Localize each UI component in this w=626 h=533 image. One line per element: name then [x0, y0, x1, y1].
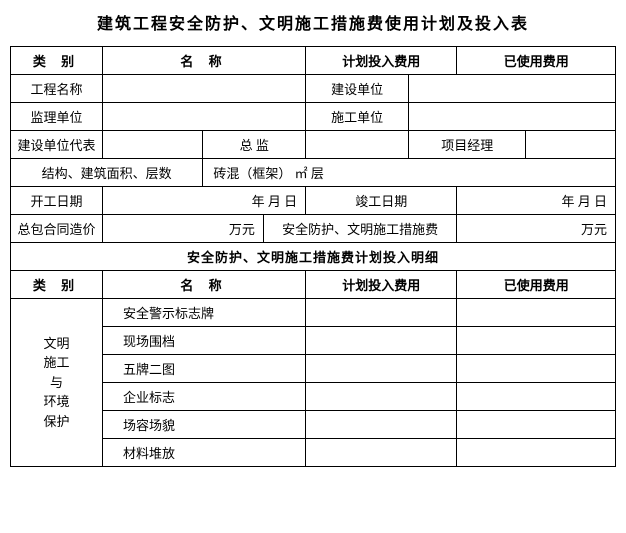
- detail-item-4: 场容场貌: [102, 411, 305, 439]
- detail-planned-2: [306, 355, 457, 383]
- value-construction-unit: [409, 75, 616, 103]
- detail-planned-0: [306, 299, 457, 327]
- label-project-manager: 项目经理: [409, 131, 526, 159]
- detail-header-planned: 计划投入费用: [306, 271, 457, 299]
- label-start-date: 开工日期: [11, 187, 103, 215]
- form-title: 建筑工程安全防护、文明施工措施费使用计划及投入表: [10, 10, 616, 34]
- detail-header-category: 类 别: [11, 271, 103, 299]
- header-used: 已使用费用: [457, 47, 616, 75]
- label-total-cost: 总包合同造价: [11, 215, 103, 243]
- detail-item-5: 材料堆放: [102, 439, 305, 467]
- detail-header-used: 已使用费用: [457, 271, 616, 299]
- value-chief-supervisor: [306, 131, 409, 159]
- detail-planned-4: [306, 411, 457, 439]
- value-start-date: 年 月 日: [102, 187, 305, 215]
- value-completion-date: 年 月 日: [457, 187, 616, 215]
- main-table: 类 别 名 称 计划投入费用 已使用费用 工程名称 建设单位 监理单位 施工单位…: [10, 46, 616, 467]
- detail-used-2: [457, 355, 616, 383]
- detail-category: 文明施工与环境保护: [11, 299, 103, 467]
- detail-subheader: 安全防护、文明施工措施费计划投入明细: [11, 243, 616, 271]
- label-construction-unit: 建设单位: [306, 75, 409, 103]
- detail-used-0: [457, 299, 616, 327]
- detail-used-5: [457, 439, 616, 467]
- detail-planned-5: [306, 439, 457, 467]
- value-safety-cost: 万元: [457, 215, 616, 243]
- detail-used-3: [457, 383, 616, 411]
- value-owner-rep: [102, 131, 202, 159]
- value-contractor-unit: [409, 103, 616, 131]
- detail-used-1: [457, 327, 616, 355]
- detail-item-0: 安全警示标志牌: [102, 299, 305, 327]
- label-structure: 结构、建筑面积、层数: [11, 159, 203, 187]
- label-supervision-unit: 监理单位: [11, 103, 103, 131]
- label-completion-date: 竣工日期: [306, 187, 457, 215]
- detail-item-2: 五牌二图: [102, 355, 305, 383]
- detail-item-1: 现场围档: [102, 327, 305, 355]
- label-safety-cost: 安全防护、文明施工措施费: [263, 215, 457, 243]
- label-chief-supervisor: 总 监: [203, 131, 306, 159]
- header-category: 类 别: [11, 47, 103, 75]
- detail-item-3: 企业标志: [102, 383, 305, 411]
- value-project-manager: [526, 131, 616, 159]
- detail-planned-3: [306, 383, 457, 411]
- value-structure: 砖混（框架） ㎡ 层: [203, 159, 616, 187]
- value-project-name: [102, 75, 305, 103]
- detail-used-4: [457, 411, 616, 439]
- value-total-cost: 万元: [102, 215, 263, 243]
- label-project-name: 工程名称: [11, 75, 103, 103]
- label-contractor-unit: 施工单位: [306, 103, 409, 131]
- detail-header-name: 名 称: [102, 271, 305, 299]
- detail-planned-1: [306, 327, 457, 355]
- value-supervision-unit: [102, 103, 305, 131]
- label-owner-rep: 建设单位代表: [11, 131, 103, 159]
- header-planned: 计划投入费用: [306, 47, 457, 75]
- header-name: 名 称: [102, 47, 305, 75]
